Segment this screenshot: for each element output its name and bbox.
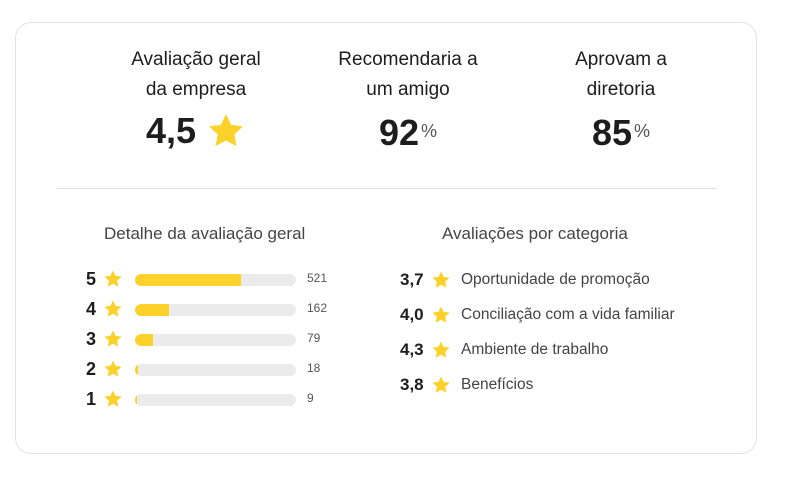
star-icon [104, 300, 122, 317]
recommend-label-line2: um amigo [366, 79, 450, 100]
category-label: Conciliação com a vida familiar [461, 306, 675, 323]
breakdown-row-stars: 1 [86, 388, 97, 409]
category-item-work-life[interactable]: 4,0 Conciliação com a vida familiar [400, 304, 675, 326]
star-icon [104, 390, 122, 407]
recommend-unit: % [421, 121, 438, 141]
breakdown-bar [135, 304, 296, 316]
category-item-benefits[interactable]: 3,8 Benefícios [400, 374, 533, 396]
star-icon [432, 306, 450, 323]
breakdown-bar [135, 334, 296, 346]
breakdown-row-count: 521 [307, 271, 328, 285]
category-item-environment[interactable]: 4,3 Ambiente de trabalho [400, 339, 608, 361]
approve-label-line1: Aprovam a [575, 49, 667, 70]
categories-title: Avaliações por categoria [442, 224, 628, 243]
breakdown-row-count: 162 [307, 301, 328, 315]
breakdown-row-count: 18 [307, 361, 321, 375]
category-label: Ambiente de trabalho [461, 341, 609, 358]
star-icon [104, 270, 122, 287]
ratings-card: Avaliação geral da empresa 4,5 Recomenda… [15, 22, 757, 454]
category-label: Oportunidade de promoção [461, 271, 650, 288]
star-icon [432, 376, 450, 393]
recommend-summary: Recomendaria a um amigo 92% [308, 45, 508, 154]
recommend-label-line1: Recomendaria a [338, 49, 478, 70]
breakdown-bar [135, 364, 296, 376]
breakdown-row-3[interactable]: 3 79 [86, 328, 320, 350]
breakdown-row-2[interactable]: 2 18 [86, 358, 320, 380]
breakdown-bar-fill [135, 334, 153, 346]
category-label: Benefícios [461, 376, 534, 393]
star-icon [432, 341, 450, 358]
category-value: 3,7 [400, 270, 424, 289]
breakdown-row-stars: 3 [86, 328, 97, 349]
breakdown-bar-fill [135, 304, 169, 316]
breakdown-bar [135, 394, 296, 406]
breakdown-bar-fill [135, 394, 137, 406]
breakdown-bar-fill [135, 364, 139, 376]
breakdown-bar [135, 274, 296, 286]
breakdown-row-stars: 2 [86, 358, 97, 379]
approve-summary: Aprovam a diretoria 85% [521, 45, 721, 154]
approve-value-wrap: 85% [521, 111, 721, 154]
breakdown-bar-fill [135, 274, 242, 286]
breakdown-title: Detalhe da avaliação geral [104, 224, 306, 243]
breakdown-row-count: 79 [307, 331, 321, 345]
approve-unit: % [634, 121, 651, 141]
category-value: 4,0 [400, 305, 424, 324]
breakdown-row-stars: 4 [86, 298, 97, 319]
category-value: 3,8 [400, 375, 424, 394]
recommend-value: 92 [378, 111, 420, 153]
overall-rating-label-line1: Avaliação geral [131, 49, 261, 70]
approve-value: 85 [591, 111, 633, 153]
star-icon [432, 271, 450, 288]
category-value: 4,3 [400, 340, 424, 359]
breakdown-row-stars: 5 [86, 268, 97, 289]
overall-rating-value: 4,5 [145, 110, 197, 151]
overall-rating-label-line2: da empresa [145, 79, 247, 100]
recommend-value-wrap: 92% [308, 111, 508, 154]
approve-label-line2: diretoria [586, 79, 656, 100]
category-item-promotion[interactable]: 3,7 Oportunidade de promoção [400, 269, 650, 291]
overall-rating-value-wrap: 4,5 [96, 111, 296, 151]
star-icon [104, 360, 122, 377]
breakdown-row-4[interactable]: 4 162 [86, 298, 327, 320]
section-divider [57, 188, 717, 189]
overall-rating-summary: Avaliação geral da empresa 4,5 [96, 45, 296, 151]
star-icon [209, 114, 244, 147]
breakdown-row-count: 9 [307, 391, 314, 405]
star-icon [104, 330, 122, 347]
breakdown-row-1[interactable]: 1 9 [86, 388, 314, 410]
breakdown-row-5[interactable]: 5 521 [86, 268, 327, 290]
